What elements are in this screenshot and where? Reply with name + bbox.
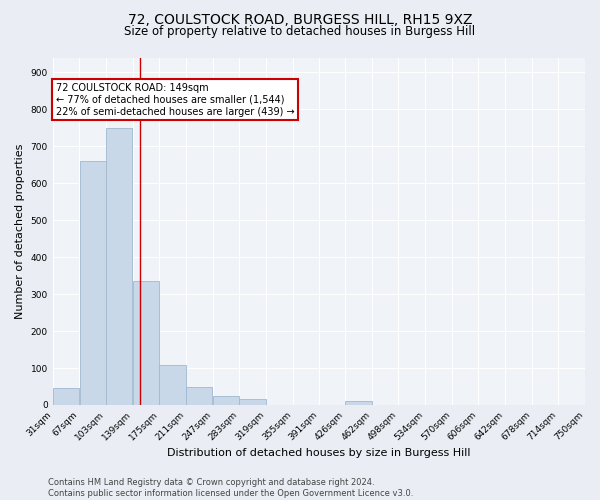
Bar bbox=[106, 128, 133, 405]
Bar bbox=[186, 386, 212, 405]
Bar bbox=[160, 365, 186, 405]
Text: Size of property relative to detached houses in Burgess Hill: Size of property relative to detached ho… bbox=[124, 25, 476, 38]
Bar bbox=[133, 281, 159, 405]
Bar bbox=[213, 396, 239, 405]
Bar bbox=[346, 402, 371, 405]
Bar bbox=[80, 161, 106, 405]
X-axis label: Distribution of detached houses by size in Burgess Hill: Distribution of detached houses by size … bbox=[167, 448, 470, 458]
Y-axis label: Number of detached properties: Number of detached properties bbox=[15, 144, 25, 319]
Text: Contains HM Land Registry data © Crown copyright and database right 2024.
Contai: Contains HM Land Registry data © Crown c… bbox=[48, 478, 413, 498]
Text: 72, COULSTOCK ROAD, BURGESS HILL, RH15 9XZ: 72, COULSTOCK ROAD, BURGESS HILL, RH15 9… bbox=[128, 12, 472, 26]
Bar bbox=[239, 398, 266, 405]
Bar bbox=[53, 388, 79, 405]
Text: 72 COULSTOCK ROAD: 149sqm
← 77% of detached houses are smaller (1,544)
22% of se: 72 COULSTOCK ROAD: 149sqm ← 77% of detac… bbox=[56, 84, 294, 116]
